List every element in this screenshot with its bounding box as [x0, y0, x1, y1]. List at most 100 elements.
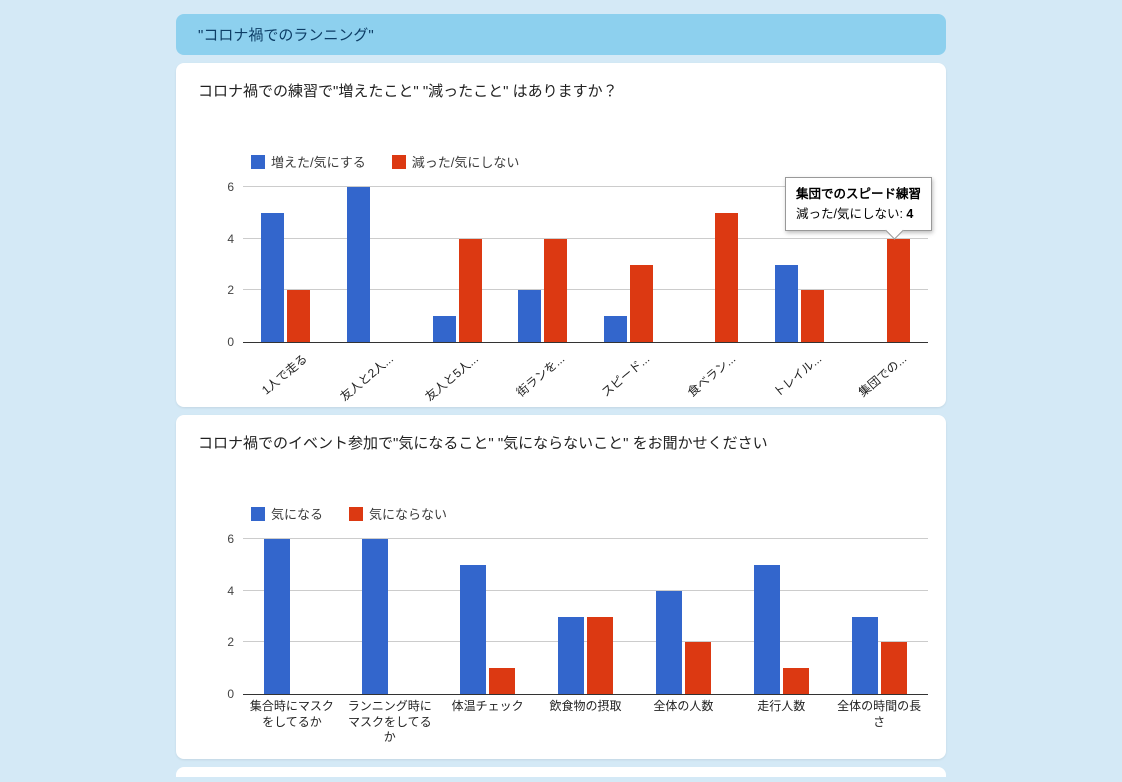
- question-title-2: コロナ禍でのイベント参加で"気になること" "気にならないこと" をお聞かせくだ…: [198, 435, 768, 452]
- bar-series-0[interactable]: [851, 616, 878, 694]
- bar-series-1[interactable]: [587, 616, 613, 694]
- bar-group: ランニング時にマスクをしてるか: [341, 539, 439, 744]
- bar-group: 友人と5人...: [414, 187, 500, 404]
- bar-series-0[interactable]: [261, 212, 285, 342]
- bar-series-0[interactable]: [655, 590, 682, 694]
- category-label: 友人と2人...: [337, 351, 396, 404]
- category-label: 1人で走る: [259, 351, 311, 398]
- gridline: [243, 237, 928, 239]
- gridline: [243, 289, 928, 291]
- bar-group: 街ランを...: [500, 187, 586, 400]
- chart-tooltip: 集団でのスピード練習 減った/気にしない: 4: [784, 177, 932, 232]
- bar-series-1[interactable]: [489, 668, 516, 694]
- legend-swatch: [349, 506, 364, 521]
- tooltip-series-label: 減った/気にしない:: [795, 207, 907, 222]
- y-axis-tick: 0: [227, 335, 234, 349]
- bar-series-0[interactable]: [603, 316, 627, 342]
- plot-area: 0 2 4 6 1人で走る 友人と2人... 友人と5人... 街ランを... スピード... 食…: [227, 177, 932, 404]
- bar-group: 集団での...: [842, 187, 928, 400]
- gridline: [243, 641, 928, 643]
- legend-label: 気になる: [271, 507, 324, 522]
- bar-series-0[interactable]: [432, 316, 456, 342]
- y-axis-tick: 2: [227, 635, 234, 650]
- legend-label: 減った/気にしない: [411, 155, 520, 170]
- legend-item: 気になる: [251, 504, 323, 523]
- bar-group: 走行人数: [732, 539, 830, 713]
- legend-item: 減った/気にしない: [391, 152, 520, 171]
- legend-item: 気にならない: [349, 504, 447, 523]
- bar-series-1[interactable]: [886, 238, 910, 342]
- bars-row: 1人で走る 友人と2人... 友人と5人... 街ランを... スピード... 食べラン.…: [243, 187, 928, 404]
- category-label: スピード...: [599, 351, 653, 400]
- bar-series-0[interactable]: [346, 187, 370, 342]
- y-axis-tick: 4: [227, 583, 234, 598]
- legend-label: 増えた/気にする: [271, 155, 366, 170]
- y-axis-tick: 0: [227, 687, 234, 701]
- tooltip-value-line: 減った/気にしない: 4: [796, 205, 921, 223]
- question-title-1: コロナ禍での練習で"増えたこと" "減ったこと" はありますか？: [198, 83, 618, 100]
- gridline: [243, 538, 928, 539]
- plot-area: 0 2 4 6 集合時にマスクをしてるか ランニング時にマスクをしてるか 体温チェック 飲食物…: [227, 532, 928, 744]
- category-label: 飲食物の摂取: [549, 699, 622, 713]
- category-label: 街ランを...: [513, 351, 567, 400]
- bar-series-1[interactable]: [544, 238, 568, 342]
- bar-group: 友人と2人...: [329, 187, 415, 404]
- y-axis-tick: 6: [227, 180, 234, 194]
- legend-swatch: [391, 154, 406, 169]
- category-label: ランニング時にマスクをしてるか: [347, 699, 432, 745]
- next-card-peek: [176, 767, 946, 777]
- bar-series-1[interactable]: [684, 642, 711, 694]
- bar-group: トレイル...: [757, 187, 843, 400]
- bar-series-0[interactable]: [518, 290, 542, 342]
- bar-group: スピード...: [586, 187, 672, 400]
- bar-series-1[interactable]: [880, 642, 907, 694]
- category-label: 集団での...: [856, 351, 910, 400]
- bar-group: 1人で走る: [243, 187, 329, 397]
- legend-swatch: [251, 506, 265, 521]
- bar-series-1[interactable]: [629, 264, 653, 342]
- bar-chart-2: 気になる 気にならない 0 2 4 6 集合時にマスクをしてるか ランニング時にマスクをしてる…: [176, 504, 946, 744]
- chart-legend: 気になる 気にならない: [251, 504, 946, 523]
- tooltip-value: 4: [906, 207, 914, 222]
- tooltip-title: 集団でのスピード練習: [795, 187, 921, 201]
- chart-legend: 増えた/気にする 減った/気にしない: [251, 152, 946, 171]
- bar-group: 体温チェック: [439, 539, 537, 713]
- bar-group: 飲食物の摂取: [537, 539, 635, 713]
- bar-series-1[interactable]: [458, 238, 482, 342]
- bar-series-1[interactable]: [715, 212, 739, 342]
- y-axis-tick: 2: [227, 283, 234, 298]
- category-label: 全体の時間の長さ: [837, 699, 922, 729]
- bar-series-1[interactable]: [782, 668, 809, 694]
- bar-group: 食べラン...: [671, 187, 757, 400]
- form-title-bar: "コロナ禍でのランニング": [176, 14, 946, 55]
- category-label: 食べラン...: [684, 351, 739, 400]
- category-label: 集合時にマスクをしてるか: [249, 699, 334, 729]
- y-axis-tick: 6: [227, 532, 234, 546]
- page: "コロナ禍でのランニング" コロナ禍での練習で"増えたこと" "減ったこと" は…: [176, 0, 946, 777]
- form-title: "コロナ禍でのランニング": [198, 27, 374, 44]
- bar-series-0[interactable]: [558, 616, 584, 694]
- category-label: 走行人数: [757, 699, 806, 713]
- y-axis-tick: 4: [227, 231, 234, 246]
- bar-group: 集合時にマスクをしてるか: [243, 539, 341, 729]
- bar-series-0[interactable]: [362, 539, 389, 694]
- question-card-1: コロナ禍での練習で"増えたこと" "減ったこと" はありますか？ 増えた/気にす…: [176, 63, 946, 407]
- bar-series-0[interactable]: [460, 564, 487, 694]
- category-label: トレイル...: [770, 351, 824, 400]
- category-label: 全体の人数: [653, 699, 714, 713]
- bar-group: 全体の人数: [634, 539, 732, 713]
- legend-item: 増えた/気にする: [251, 152, 366, 171]
- category-label: 友人と5人...: [422, 351, 482, 404]
- legend-swatch: [251, 154, 265, 169]
- category-label: 体温チェック: [451, 699, 524, 713]
- bar-series-1[interactable]: [287, 290, 311, 342]
- bar-series-0[interactable]: [264, 539, 291, 694]
- bars-row: 集合時にマスクをしてるか ランニング時にマスクをしてるか 体温チェック 飲食物の摂取 全…: [243, 539, 928, 744]
- bar-chart-1: 増えた/気にする 減った/気にしない 0 2 4 6 1人で走る 友人と2人... 友人と5人.…: [176, 152, 946, 404]
- question-card-2: コロナ禍でのイベント参加で"気になること" "気にならないこと" をお聞かせくだ…: [176, 415, 946, 759]
- bar-series-1[interactable]: [801, 290, 825, 342]
- gridline: [243, 589, 928, 591]
- bar-series-0[interactable]: [775, 264, 799, 342]
- gridline: [243, 186, 928, 187]
- bar-series-0[interactable]: [753, 564, 780, 694]
